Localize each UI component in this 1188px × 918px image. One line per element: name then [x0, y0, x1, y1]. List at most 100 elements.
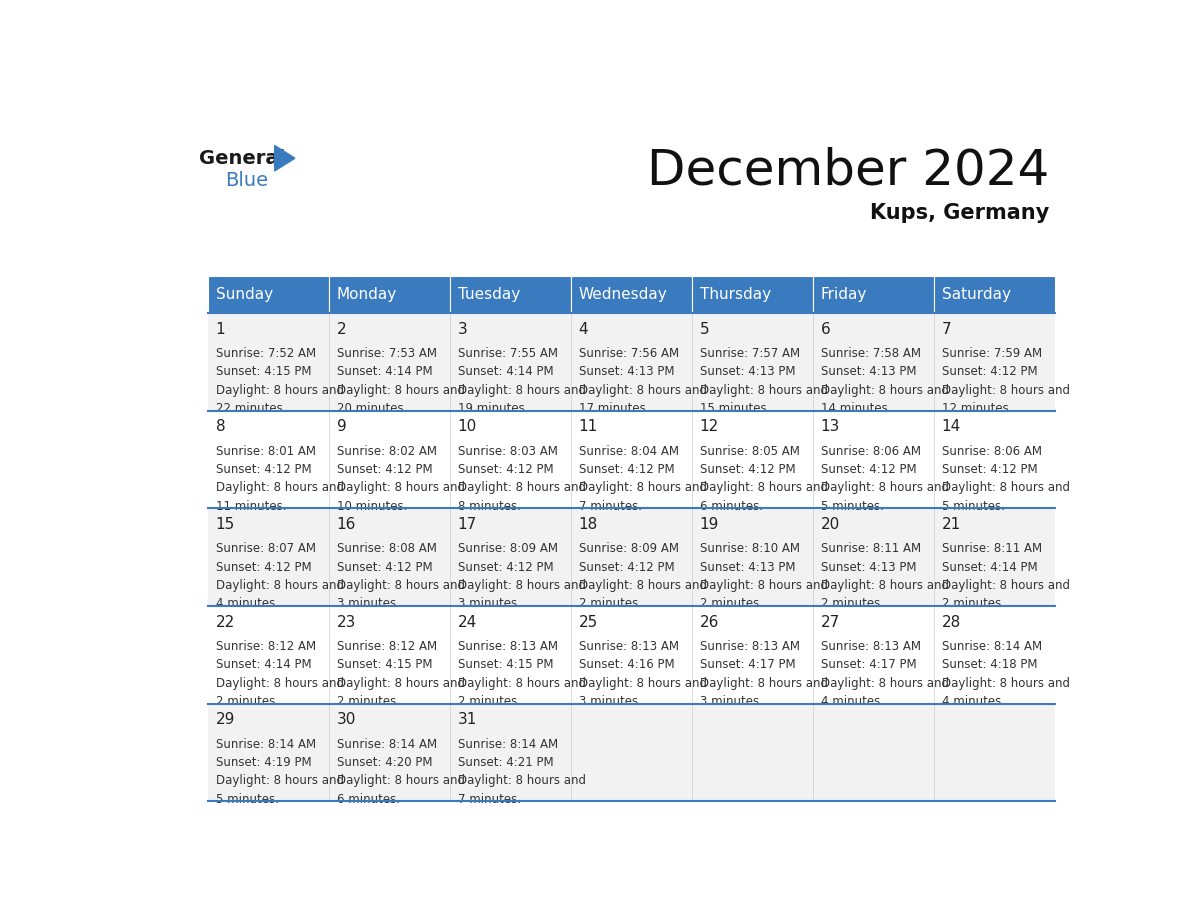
Text: Sunset: 4:12 PM: Sunset: 4:12 PM: [821, 463, 916, 476]
Text: Sunrise: 7:57 AM: Sunrise: 7:57 AM: [700, 347, 800, 360]
Text: 2 minutes.: 2 minutes.: [336, 695, 399, 708]
Text: Sunrise: 8:05 AM: Sunrise: 8:05 AM: [700, 444, 800, 458]
Text: Daylight: 8 hours and: Daylight: 8 hours and: [579, 481, 707, 495]
Text: 8 minutes.: 8 minutes.: [457, 499, 520, 513]
Text: Sunset: 4:12 PM: Sunset: 4:12 PM: [579, 463, 675, 476]
Text: 2 minutes.: 2 minutes.: [216, 695, 279, 708]
Bar: [693, 276, 814, 313]
Text: Sunrise: 8:08 AM: Sunrise: 8:08 AM: [336, 543, 437, 555]
Text: 18: 18: [579, 517, 598, 532]
Text: 5 minutes.: 5 minutes.: [216, 793, 279, 806]
Text: 3 minutes.: 3 minutes.: [336, 598, 399, 610]
Text: Sunrise: 8:09 AM: Sunrise: 8:09 AM: [579, 543, 678, 555]
Text: 11: 11: [579, 420, 598, 434]
Text: Sunrise: 7:53 AM: Sunrise: 7:53 AM: [336, 347, 437, 360]
Text: Daylight: 8 hours and: Daylight: 8 hours and: [457, 677, 586, 689]
Text: 19 minutes.: 19 minutes.: [457, 402, 529, 415]
Text: Sunset: 4:12 PM: Sunset: 4:12 PM: [336, 463, 432, 476]
Text: Sunset: 4:14 PM: Sunset: 4:14 PM: [457, 365, 554, 378]
Text: 16: 16: [336, 517, 356, 532]
Text: Sunset: 4:20 PM: Sunset: 4:20 PM: [336, 756, 432, 769]
Text: Daylight: 8 hours and: Daylight: 8 hours and: [579, 677, 707, 689]
Text: Saturday: Saturday: [942, 287, 1011, 302]
Text: Wednesday: Wednesday: [579, 287, 668, 302]
Text: Sunset: 4:21 PM: Sunset: 4:21 PM: [457, 756, 554, 769]
Text: Sunset: 4:13 PM: Sunset: 4:13 PM: [700, 365, 795, 378]
Text: Sunset: 4:14 PM: Sunset: 4:14 PM: [216, 658, 311, 671]
Text: Sunrise: 8:12 AM: Sunrise: 8:12 AM: [216, 640, 316, 653]
Text: 1: 1: [216, 321, 226, 337]
Text: Daylight: 8 hours and: Daylight: 8 hours and: [821, 481, 949, 495]
Text: 14 minutes.: 14 minutes.: [821, 402, 891, 415]
Text: Daylight: 8 hours and: Daylight: 8 hours and: [821, 677, 949, 689]
Text: Daylight: 8 hours and: Daylight: 8 hours and: [942, 677, 1069, 689]
Text: Sunrise: 7:59 AM: Sunrise: 7:59 AM: [942, 347, 1042, 360]
Text: Sunset: 4:17 PM: Sunset: 4:17 PM: [700, 658, 795, 671]
Text: Sunrise: 8:03 AM: Sunrise: 8:03 AM: [457, 444, 557, 458]
Text: Sunset: 4:12 PM: Sunset: 4:12 PM: [579, 561, 675, 574]
Text: Sunset: 4:19 PM: Sunset: 4:19 PM: [216, 756, 311, 769]
Text: 3 minutes.: 3 minutes.: [579, 695, 642, 708]
Text: Daylight: 8 hours and: Daylight: 8 hours and: [216, 677, 343, 689]
Text: 7 minutes.: 7 minutes.: [457, 793, 520, 806]
Text: Sunrise: 8:14 AM: Sunrise: 8:14 AM: [942, 640, 1042, 653]
Text: 5 minutes.: 5 minutes.: [942, 499, 1005, 513]
Bar: [208, 410, 1055, 509]
Text: 7: 7: [942, 321, 952, 337]
Text: 2 minutes.: 2 minutes.: [942, 598, 1005, 610]
Text: Sunset: 4:15 PM: Sunset: 4:15 PM: [457, 658, 554, 671]
Bar: [208, 509, 1055, 606]
Bar: [814, 276, 935, 313]
Text: Daylight: 8 hours and: Daylight: 8 hours and: [336, 775, 465, 788]
Text: Tuesday: Tuesday: [457, 287, 520, 302]
Text: Daylight: 8 hours and: Daylight: 8 hours and: [942, 579, 1069, 592]
Text: 2 minutes.: 2 minutes.: [700, 598, 763, 610]
Text: Sunset: 4:12 PM: Sunset: 4:12 PM: [942, 365, 1037, 378]
Text: Daylight: 8 hours and: Daylight: 8 hours and: [579, 384, 707, 397]
Polygon shape: [274, 145, 295, 171]
Text: Sunrise: 8:14 AM: Sunrise: 8:14 AM: [216, 738, 316, 751]
Text: 28: 28: [942, 614, 961, 630]
Text: Sunday: Sunday: [216, 287, 273, 302]
Text: Daylight: 8 hours and: Daylight: 8 hours and: [700, 384, 828, 397]
Text: 20: 20: [821, 517, 840, 532]
Text: 8: 8: [216, 420, 226, 434]
Text: 23: 23: [336, 614, 356, 630]
Text: 12 minutes.: 12 minutes.: [942, 402, 1012, 415]
Text: 15 minutes.: 15 minutes.: [700, 402, 770, 415]
Text: Sunset: 4:13 PM: Sunset: 4:13 PM: [821, 561, 916, 574]
Text: 6 minutes.: 6 minutes.: [336, 793, 399, 806]
Text: 2 minutes.: 2 minutes.: [457, 695, 520, 708]
Text: Sunrise: 8:13 AM: Sunrise: 8:13 AM: [700, 640, 800, 653]
Text: Daylight: 8 hours and: Daylight: 8 hours and: [336, 579, 465, 592]
Text: Sunrise: 8:13 AM: Sunrise: 8:13 AM: [821, 640, 921, 653]
Text: Daylight: 8 hours and: Daylight: 8 hours and: [216, 579, 343, 592]
Text: Sunrise: 8:01 AM: Sunrise: 8:01 AM: [216, 444, 316, 458]
Text: 26: 26: [700, 614, 719, 630]
Text: 22 minutes.: 22 minutes.: [216, 402, 286, 415]
Text: Blue: Blue: [225, 172, 268, 190]
Bar: [571, 276, 693, 313]
Text: 31: 31: [457, 712, 478, 727]
Text: Daylight: 8 hours and: Daylight: 8 hours and: [579, 579, 707, 592]
Text: Sunset: 4:13 PM: Sunset: 4:13 PM: [579, 365, 675, 378]
Text: Sunrise: 8:07 AM: Sunrise: 8:07 AM: [216, 543, 316, 555]
Text: 6 minutes.: 6 minutes.: [700, 499, 763, 513]
Text: Sunset: 4:12 PM: Sunset: 4:12 PM: [336, 561, 432, 574]
Text: 3 minutes.: 3 minutes.: [457, 598, 520, 610]
Text: 17 minutes.: 17 minutes.: [579, 402, 649, 415]
Text: Daylight: 8 hours and: Daylight: 8 hours and: [457, 579, 586, 592]
Text: 11 minutes.: 11 minutes.: [216, 499, 286, 513]
Text: 5 minutes.: 5 minutes.: [821, 499, 884, 513]
Text: Daylight: 8 hours and: Daylight: 8 hours and: [336, 677, 465, 689]
Text: Daylight: 8 hours and: Daylight: 8 hours and: [336, 481, 465, 495]
Bar: [208, 276, 329, 313]
Text: 13: 13: [821, 420, 840, 434]
Text: Daylight: 8 hours and: Daylight: 8 hours and: [700, 579, 828, 592]
Text: Daylight: 8 hours and: Daylight: 8 hours and: [216, 775, 343, 788]
Bar: [208, 313, 1055, 410]
Text: 4 minutes.: 4 minutes.: [821, 695, 884, 708]
Text: Sunrise: 8:11 AM: Sunrise: 8:11 AM: [821, 543, 921, 555]
Text: Sunrise: 8:04 AM: Sunrise: 8:04 AM: [579, 444, 678, 458]
Text: Sunrise: 8:02 AM: Sunrise: 8:02 AM: [336, 444, 437, 458]
